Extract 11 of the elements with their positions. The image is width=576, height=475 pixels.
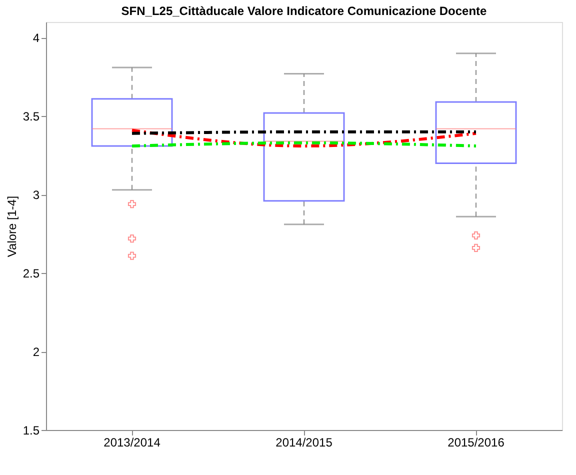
y-tick-label: 1.5 [22, 424, 40, 438]
y-tick-label: 2.5 [22, 266, 40, 281]
x-tick-label: 2013/2014 [104, 436, 161, 450]
y-tick-label: 2 [32, 345, 40, 360]
chart-title: SFN_L25_Cittàducale Valore Indicatore Comunicazione Docente [121, 4, 488, 18]
y-tick-label: 3.5 [22, 110, 40, 124]
y-tick-label: 4 [32, 31, 40, 46]
x-tick-label: 2015/2016 [448, 436, 505, 450]
y-tick-label: 3 [32, 188, 40, 202]
y-axis-title: Valore [1-4] [4, 196, 19, 258]
x-tick-label: 2014/2015 [276, 436, 333, 450]
